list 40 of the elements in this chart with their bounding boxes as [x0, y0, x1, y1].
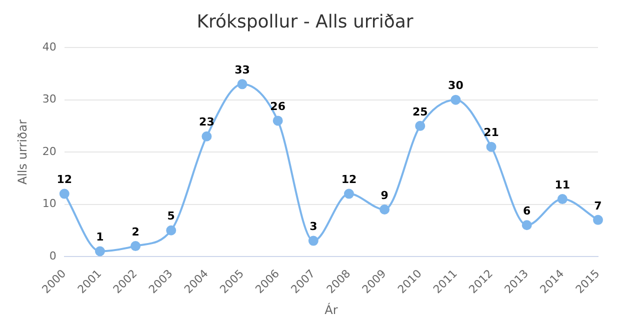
data-label: 33	[234, 64, 250, 77]
data-label: 11	[554, 178, 570, 192]
data-label: 9	[380, 188, 388, 202]
data-label: 21	[484, 126, 499, 140]
point	[450, 94, 461, 105]
point	[237, 79, 248, 90]
point	[166, 225, 176, 236]
y-tick-label: 20	[42, 144, 56, 158]
point	[344, 188, 354, 199]
data-label: 23	[199, 116, 214, 129]
y-tick-label: 10	[42, 197, 56, 210]
data-label: 26	[270, 100, 286, 114]
data-label: 12	[56, 173, 72, 186]
point	[486, 142, 496, 152]
point	[415, 120, 426, 131]
x-axis-title: Ár	[324, 302, 338, 317]
point	[593, 214, 603, 225]
point	[522, 220, 532, 230]
y-tick-label: 30	[42, 92, 56, 106]
point	[59, 188, 70, 199]
y-tick-label: 0	[49, 249, 56, 262]
data-label: 7	[594, 199, 602, 212]
y-axis-title: Alls urriðar	[15, 119, 30, 185]
y-tick-label: 40	[42, 40, 56, 54]
data-label: 5	[167, 210, 175, 223]
point	[557, 194, 568, 204]
point	[94, 246, 105, 256]
point	[272, 116, 283, 126]
point	[130, 241, 141, 252]
data-label: 6	[523, 204, 532, 218]
data-label: 1	[96, 230, 104, 244]
data-label: 30	[448, 79, 464, 92]
data-label: 25	[412, 105, 428, 118]
point	[202, 131, 212, 142]
chart-title: Krókspollur - Alls urriðar	[196, 11, 414, 32]
point	[380, 204, 390, 214]
data-label: 3	[310, 220, 318, 234]
data-label: 12	[341, 173, 357, 186]
point	[308, 236, 318, 246]
data-label: 2	[132, 225, 140, 238]
